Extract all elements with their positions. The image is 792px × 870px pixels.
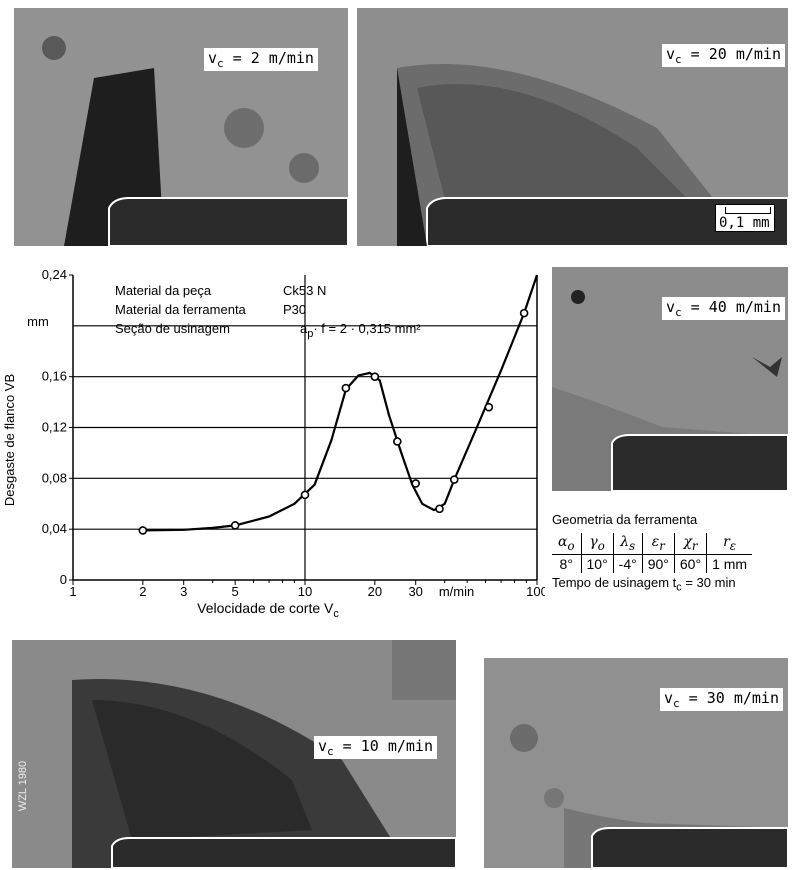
data-point [449,475,459,484]
y-tick-label: 0 [60,572,67,587]
x-tick-label: 10 [298,584,312,599]
scale-bar-label: 0,1 mm [719,215,770,231]
x-axis-unit: m/min [439,584,474,599]
geometry-value: 60° [673,554,707,573]
data-point [138,526,148,535]
watermark: WZL 1980 [17,760,30,812]
geometry-header: αo [552,533,581,555]
geometry-header-subscript: ε [729,538,737,553]
micrograph-image [14,8,348,246]
scale-bar: 0,1 mm [715,204,775,232]
y-tick-label: 0,24 [42,267,67,282]
vc-label: vc = 30 m/min [660,688,783,711]
x-tick-label: 100 [526,584,545,599]
x-tick-label: 3 [180,584,187,599]
vc-label: vc = 20 m/min [662,44,785,67]
chart-grid [73,275,537,580]
annotation-value-rest: · f = 2 · 0,315 mm² [313,321,421,336]
micrograph-vc-40: vc = 40 m/min [552,267,788,491]
geometry-header-row: αo γo λs εr χr rε [552,533,753,555]
geometry-header-subscript: r [691,538,698,553]
geometry-header-subscript: s [629,538,636,553]
micrograph-vc-30: vc = 30 m/min [484,658,788,868]
y-tick-label: 0,16 [42,369,67,384]
geometry-value: 90° [641,554,675,573]
chart-annotations: Material da peça Ck53 N Material da ferram… [115,283,421,340]
y-tick-label: 0,04 [42,521,67,536]
geometry-title: Geometria da ferramenta [552,512,698,527]
annotation-key: Material da ferramenta [115,302,247,317]
geometry-header-subscript: o [597,538,605,553]
y-tick-label: 0,12 [42,420,67,435]
x-tick-label: 5 [232,584,239,599]
y-axis-unit: mm [27,314,49,329]
micrograph-vc-10: vc = 10 m/min WZL 1980 [12,640,456,868]
vc-label: vc = 2 m/min [204,48,318,71]
annotation-value: P30 [283,302,306,317]
geometry-table: αo γo λs εr χr rε 8° 10° -4° 90° 60° 1 mm [552,533,753,573]
annotation-key: Material da peça [115,283,212,298]
data-point [393,437,402,446]
data-point [519,308,529,318]
x-tick-label: 2 [139,584,146,599]
data-point [230,521,240,530]
chart-series [138,274,539,535]
geometry-header-subscript: r [659,538,665,553]
vc-label: vc = 10 m/min [314,736,437,759]
x-tick-label: 20 [368,584,382,599]
geometry-header: εr [641,533,675,555]
geometry-header: rε [706,533,753,555]
data-point [300,490,310,500]
data-point [370,372,380,381]
tool-geometry: Geometria da ferramenta αo γo λs εr χr rε 8° 1… [552,512,792,593]
geometry-value: -4° [612,554,643,573]
annotation-value: ap· f = 2 · 0,315 mm² [300,321,421,340]
geometry-value: 8° [559,555,573,572]
geometry-value: 1 mm [706,554,753,573]
x-axis-label-subscript: c [333,608,339,620]
x-axis-label: Velocidade de corte Vc [197,600,339,620]
annotation-value: Ck53 N [283,283,326,298]
annotation-key: Seção de usinagem [115,321,230,336]
x-tick-label: 1 [69,584,76,599]
x-tick-label: 30 [408,584,422,599]
y-tick-label: 0,08 [42,470,67,485]
y-axis-label: Desgaste de flanco VB [2,374,17,506]
data-point [435,504,444,514]
chart-ticks: 1 2 3 5 10 20 30 100 m/min 0 0,04 0,08 0,12 0,16 0,24 [42,267,545,599]
geometry-value-row: 8° 10° -4° 90° 60° 1 mm [552,554,753,573]
data-point [341,383,351,393]
micrograph-vc-2: vc = 2 m/min [14,8,348,246]
wear-curve [142,274,539,532]
annotation-subscript: p [307,328,313,340]
geometry-header: γo [580,533,614,555]
micrograph-vc-20: vc = 20 m/min 0,1 mm [357,8,788,246]
geometry-header: λs [612,533,643,555]
geometry-header-subscript: o [567,538,575,553]
geometry-header: χr [673,533,707,555]
vc-label: vc = 40 m/min [662,297,785,320]
scale-bar-line [725,207,771,214]
machining-time: Tempo de usinagem tc = 30 min [552,574,736,594]
data-point [484,402,494,412]
geometry-value: 10° [580,554,614,573]
flank-wear-chart: 1 2 3 5 10 20 30 100m/min00,040,080,120,160,24 … [2,267,545,620]
data-point [411,479,420,488]
